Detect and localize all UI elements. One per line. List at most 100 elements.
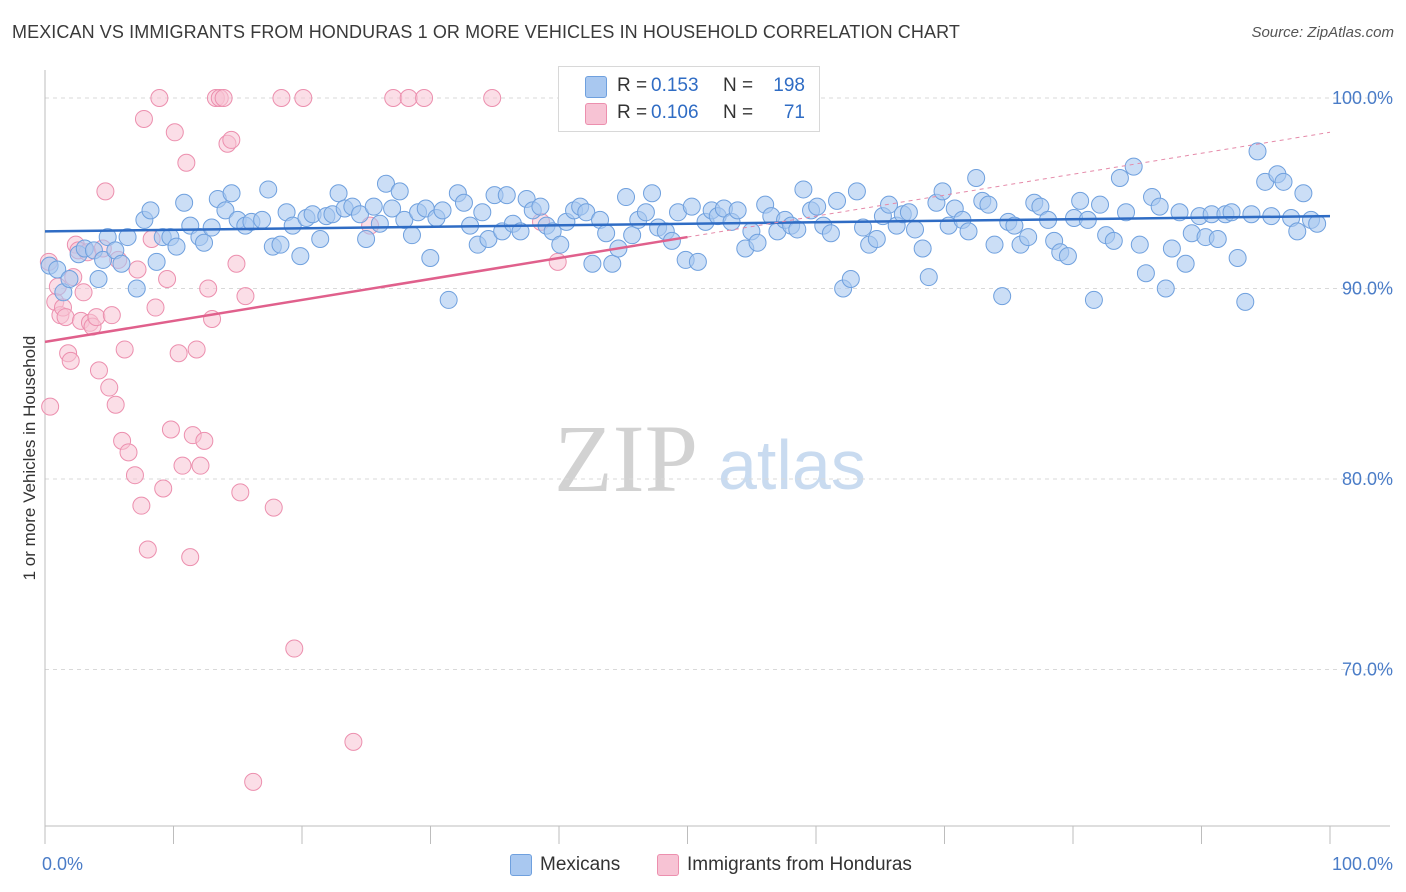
data-point xyxy=(847,182,866,201)
data-point xyxy=(89,269,108,288)
legend-n-label: N = xyxy=(723,102,754,123)
watermark: ZIP atlas xyxy=(554,405,866,512)
data-point xyxy=(623,226,642,245)
legend-n-label: N = xyxy=(723,75,754,96)
trend-line-mexicans xyxy=(44,214,1331,233)
data-point xyxy=(1248,142,1267,161)
data-point xyxy=(271,235,290,254)
data-point xyxy=(195,233,214,252)
data-point xyxy=(551,235,570,254)
data-point xyxy=(94,250,113,269)
data-point xyxy=(291,247,310,266)
data-point xyxy=(102,306,121,325)
legend-r-value: 0.153 xyxy=(651,75,699,96)
data-point xyxy=(682,197,701,216)
watermark-zip: ZIP xyxy=(554,405,698,512)
x-tick-label-max: 100.0% xyxy=(1332,854,1393,874)
data-point xyxy=(1150,197,1169,216)
data-point xyxy=(329,184,348,203)
data-point xyxy=(150,89,169,107)
data-point xyxy=(272,89,291,107)
data-point xyxy=(147,252,166,271)
data-point xyxy=(74,283,93,302)
data-point xyxy=(906,220,925,239)
data-point xyxy=(222,130,241,149)
data-point xyxy=(214,89,233,107)
data-point xyxy=(222,184,241,203)
data-point xyxy=(421,249,440,268)
data-point xyxy=(181,548,200,567)
data-point xyxy=(399,89,418,107)
data-point xyxy=(880,195,899,214)
data-point xyxy=(854,218,873,237)
data-point xyxy=(48,260,67,279)
data-point xyxy=(1170,203,1189,222)
data-point xyxy=(913,239,932,258)
legend-r-label: R = xyxy=(617,102,648,123)
legend-label-mexicans: Mexicans xyxy=(540,854,621,875)
data-point xyxy=(244,772,263,791)
data-point xyxy=(285,639,304,658)
data-point xyxy=(112,254,131,273)
data-point xyxy=(1091,195,1110,214)
data-point xyxy=(158,269,177,288)
data-point xyxy=(231,483,250,502)
data-point xyxy=(344,732,363,751)
data-point xyxy=(643,184,662,203)
data-point xyxy=(511,222,530,241)
data-point xyxy=(577,203,596,222)
data-point xyxy=(985,235,1004,254)
data-point xyxy=(96,182,115,201)
data-point xyxy=(1136,264,1155,283)
data-point xyxy=(993,287,1012,306)
data-point xyxy=(959,222,978,241)
series-legend: Mexicans Immigrants from Honduras xyxy=(0,853,1406,877)
legend-r-label: R = xyxy=(617,75,648,96)
data-point xyxy=(433,201,452,220)
legend-r-value: 0.106 xyxy=(651,102,699,123)
data-point xyxy=(1130,235,1149,254)
data-point xyxy=(264,498,283,517)
data-point xyxy=(60,269,79,288)
data-point xyxy=(1288,222,1307,241)
data-point xyxy=(236,287,255,306)
data-point xyxy=(1156,279,1175,298)
data-point xyxy=(794,180,813,199)
watermark-atlas: atlas xyxy=(718,426,866,504)
data-point xyxy=(1228,249,1247,268)
legend-label-honduras: Immigrants from Honduras xyxy=(687,854,912,875)
data-point xyxy=(1005,216,1024,235)
data-point xyxy=(187,340,206,359)
data-point xyxy=(141,201,160,220)
data-point xyxy=(350,205,369,224)
data-point xyxy=(867,229,886,248)
data-point xyxy=(294,89,313,107)
data-point xyxy=(1019,228,1038,247)
data-point xyxy=(899,203,918,222)
data-point xyxy=(106,395,125,414)
data-point xyxy=(828,191,847,210)
data-point xyxy=(454,193,473,212)
legend-n-value: 71 xyxy=(783,102,805,123)
data-point xyxy=(134,109,153,128)
data-point xyxy=(1084,290,1103,309)
data-point xyxy=(127,279,146,298)
data-point xyxy=(56,308,75,327)
data-point xyxy=(415,89,434,107)
x-tick-label-min: 0.0% xyxy=(42,854,83,874)
data-point xyxy=(1071,191,1090,210)
data-point xyxy=(128,260,147,279)
data-point xyxy=(138,540,157,559)
data-point xyxy=(439,290,458,309)
data-point xyxy=(479,229,498,248)
y-tick-label: 90.0% xyxy=(1342,279,1393,299)
data-point xyxy=(597,224,616,243)
data-point xyxy=(1274,172,1293,191)
data-point xyxy=(531,197,550,216)
data-point xyxy=(125,466,144,485)
stats-legend: R = 0.153 N = 198 R = 0.106 N = 71 xyxy=(558,66,820,132)
legend-swatch-mexicans xyxy=(585,76,607,98)
data-point xyxy=(311,229,330,248)
data-point xyxy=(808,197,827,216)
data-point xyxy=(383,199,402,218)
